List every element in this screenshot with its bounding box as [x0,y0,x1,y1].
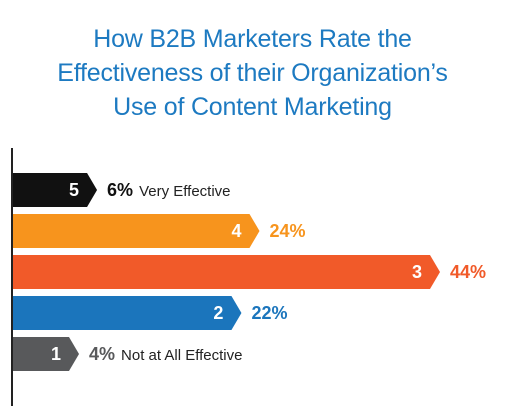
bar-rank-label: 5 [69,180,80,200]
bar-rank-label: 1 [50,344,61,364]
bar-value-label: 24% [269,221,306,241]
bar-rank-label: 4 [231,221,242,241]
chart-title-line-3: Use of Content Marketing [113,93,392,121]
chart-title: How B2B Marketers Rate the Effectiveness… [0,22,505,124]
bar-shape-4 [13,214,260,248]
bar-shape-1 [13,337,79,371]
bar-3: 3 44% [13,255,486,289]
bar-5: 5 6% Very Effective [13,173,231,207]
bar-2: 2 22% [13,296,287,330]
bar-shape-5 [13,173,98,207]
bar-shape-2 [13,296,242,330]
bar-rank-label: 3 [411,262,422,282]
bar-value-label: 6% Very Effective [107,180,231,200]
bar-1: 1 4% Not at All Effective [13,337,242,371]
bar-annotation: Not at All Effective [121,347,243,364]
bar-value-label: 22% [251,303,288,323]
chart-title-line-1: How B2B Marketers Rate the [93,25,412,53]
bar-rank-label: 2 [213,303,224,323]
y-axis-line [11,148,13,406]
chart-title-line-2: Effectiveness of their Organization’s [57,59,448,87]
bar-value-label: 4% Not at All Effective [89,344,243,364]
bar-value-label: 44% [450,262,487,282]
bar-annotation: Very Effective [139,183,231,200]
bar-4: 4 24% [13,214,306,248]
bar-shape-3 [13,255,440,289]
